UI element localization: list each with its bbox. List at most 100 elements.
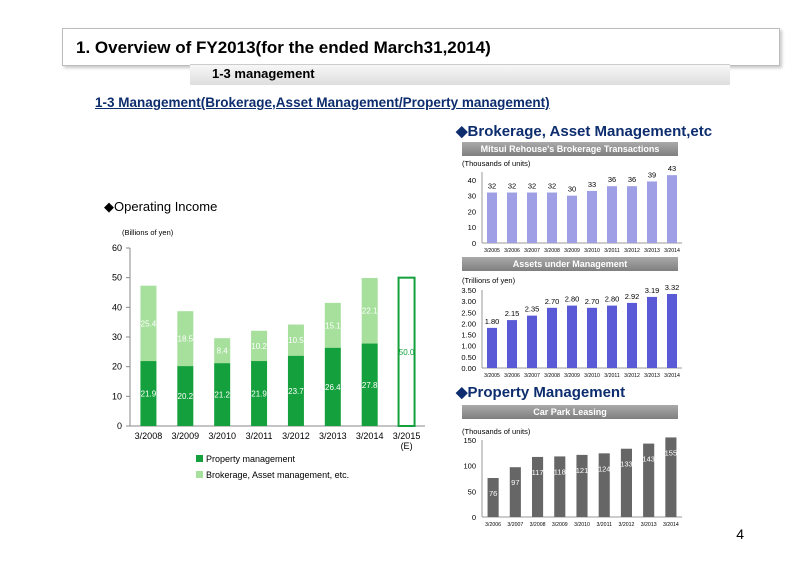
data-label: 36 xyxy=(608,175,616,184)
x-tick-label: 3/2006 xyxy=(504,248,520,254)
brokerage-heading: ◆Brokerage, Asset Management,etc xyxy=(456,123,713,140)
data-label: 2.92 xyxy=(625,292,640,301)
page-title: 1. Overview of FY2013(for the ended Marc… xyxy=(76,38,491,57)
x-tick-label: 3/2008 xyxy=(135,431,163,441)
x-tick-label: 3/2009 xyxy=(552,522,568,528)
bar-brokerage xyxy=(140,285,157,362)
bar-brokerage xyxy=(177,311,194,367)
bar-forecast xyxy=(397,276,416,427)
bar xyxy=(665,437,677,517)
x-tick-label: 3/2014 xyxy=(356,431,384,441)
bar xyxy=(509,467,521,517)
data-label: 1.80 xyxy=(485,317,500,326)
bar-brokerage xyxy=(361,277,378,344)
y-tick-label: 100 xyxy=(463,462,476,471)
x-tick-label: 3/2014 xyxy=(664,248,680,254)
data-label: 2.70 xyxy=(545,297,560,306)
data-label: 36 xyxy=(628,175,636,184)
x-tick-label: 3/2014 xyxy=(663,522,679,528)
bar xyxy=(487,192,497,243)
x-tick-label: 3/2011 xyxy=(246,431,273,441)
x-tick-label: 3/2009 xyxy=(172,431,200,441)
x-tick-label: 3/2010 xyxy=(584,248,600,254)
aum-chart: 0.00 0.50 1.00 1.50 2.00 2.50 3.00 3.50 3/2005 1.… xyxy=(461,283,682,378)
data-label: 143 xyxy=(642,455,655,464)
x-tick-label: 3/2009 xyxy=(564,373,580,378)
x-tick-label: 3/2013 xyxy=(319,431,347,441)
brokerage-chart: 0 10 20 30 40 3/2005 32 3/2006 32 3/2007 32 3/2008 3… xyxy=(468,164,682,254)
bar xyxy=(567,305,577,368)
operating-income-title: ◆Operating Income xyxy=(104,199,218,214)
y-tick-label: 2.00 xyxy=(461,319,476,328)
data-label: 21.9 xyxy=(141,390,157,399)
y-tick-label: 0 xyxy=(117,421,122,431)
x-tick-label: 3/2014 xyxy=(664,373,680,378)
data-label: 43 xyxy=(668,164,676,173)
bar xyxy=(607,305,617,368)
x-tick-label: 3/2006 xyxy=(485,522,501,528)
data-label: 121 xyxy=(576,466,589,475)
data-label: 2.80 xyxy=(565,295,580,304)
data-label: 32 xyxy=(508,182,516,191)
y-tick-label: 40 xyxy=(468,176,476,185)
bar xyxy=(667,294,677,368)
x-tick-label: (E) xyxy=(401,441,413,451)
y-tick-label: 150 xyxy=(463,436,476,445)
data-label: 20.2 xyxy=(178,392,194,401)
data-label: 117 xyxy=(532,468,544,477)
data-label: 2.35 xyxy=(525,305,540,314)
y-tick-label: 3.00 xyxy=(461,297,476,306)
data-label: 10.5 xyxy=(288,336,304,345)
bar xyxy=(527,315,537,368)
bar-property-management xyxy=(324,347,341,426)
x-tick-label: 3/2012 xyxy=(619,522,635,528)
x-tick-label: 3/2008 xyxy=(544,373,560,378)
bar xyxy=(667,175,677,243)
bar xyxy=(587,190,597,243)
data-label: 26.4 xyxy=(325,383,341,392)
subtitle-bar xyxy=(190,64,730,85)
x-tick-label: 3/2008 xyxy=(544,248,560,254)
x-tick-label: 3/2005 xyxy=(484,248,500,254)
y-tick-label: 10 xyxy=(468,223,476,232)
bar-property-management xyxy=(251,361,268,426)
page-subtitle: 1-3 management xyxy=(212,66,315,81)
bar xyxy=(487,327,497,368)
bar-property-management xyxy=(287,355,304,426)
y-tick-label: 30 xyxy=(112,332,122,342)
x-tick-label: 3/2007 xyxy=(524,373,540,378)
data-label: 97 xyxy=(511,478,519,487)
bar xyxy=(598,453,610,517)
x-tick-label: 3/2009 xyxy=(564,248,580,254)
legend-swatch-brokerage xyxy=(196,471,203,478)
data-label: 23.7 xyxy=(288,387,304,396)
data-label: 133 xyxy=(620,460,633,469)
y-tick-label: 60 xyxy=(112,243,122,253)
brokerage-ylabel: (Thousands of units) xyxy=(462,159,531,168)
data-label: 10.2 xyxy=(251,342,267,351)
x-tick-label: 3/2010 xyxy=(208,431,236,441)
section-heading: 1-3 Management(Brokerage,Asset Managemen… xyxy=(95,95,550,110)
bar-property-management xyxy=(361,343,378,426)
x-tick-label: 3/2005 xyxy=(484,373,500,378)
x-tick-label: 3/2011 xyxy=(596,522,612,528)
carpark-chart: 0 50 100 150 3/2006 76 3/2007 97 3/2008 117 3/2009… xyxy=(463,436,682,528)
x-tick-label: 3/2007 xyxy=(507,522,523,528)
bar-property-management xyxy=(214,363,231,426)
data-label: 155 xyxy=(665,448,678,457)
x-tick-label: 3/2010 xyxy=(574,522,590,528)
y-tick-label: 20 xyxy=(112,362,122,372)
x-tick-label: 3/2006 xyxy=(504,373,520,378)
bar xyxy=(627,186,637,243)
bar xyxy=(643,443,655,517)
brokerage-panel-title: Mitsui Rehouse's Brokerage Transactions xyxy=(462,142,678,156)
bar xyxy=(647,296,657,368)
x-tick-label: 3/2013 xyxy=(641,522,657,528)
x-tick-label: 3/2012 xyxy=(282,431,310,441)
data-label: 22.1 xyxy=(362,307,378,316)
data-label: 3.32 xyxy=(665,283,680,292)
bar-brokerage xyxy=(214,338,231,364)
x-tick-label: 3/2011 xyxy=(604,373,620,378)
data-label: 32 xyxy=(548,182,556,191)
bar xyxy=(507,192,517,243)
